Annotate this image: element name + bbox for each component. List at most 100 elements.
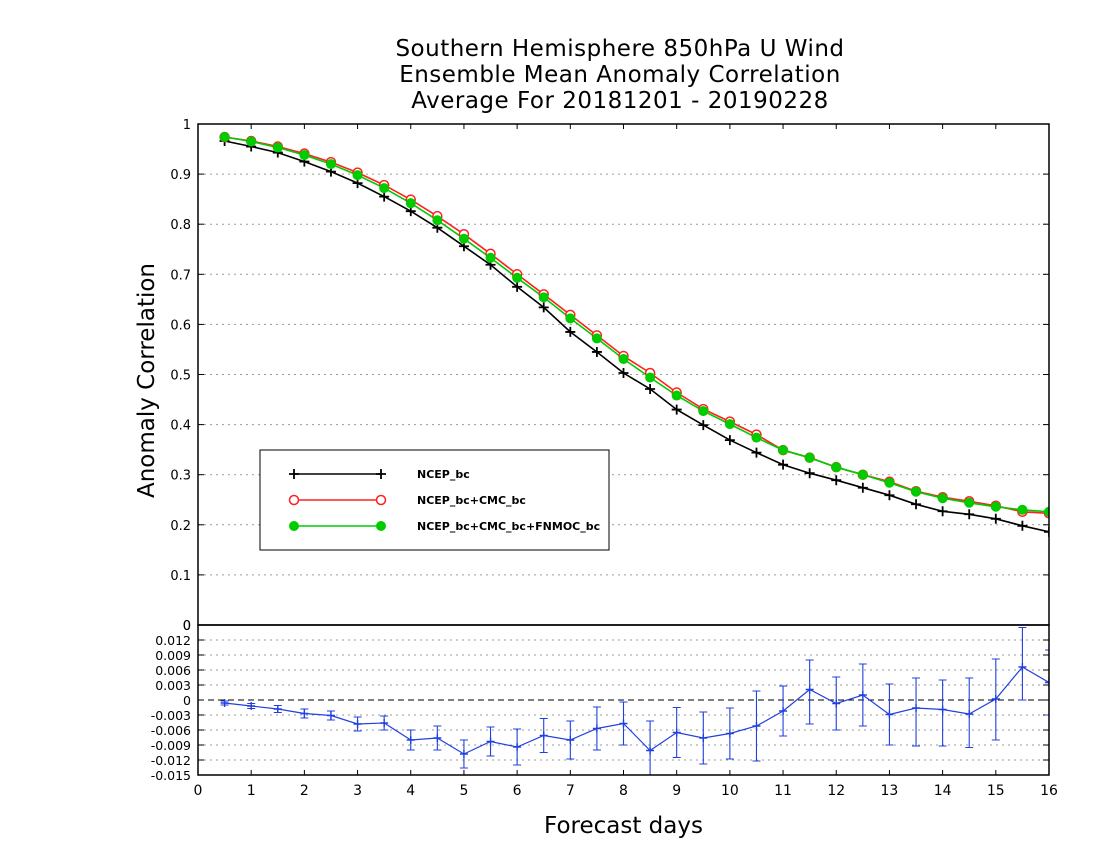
difference-point [912,704,921,712]
x-tick-label: 1 [247,783,256,799]
difference-point [991,695,1000,703]
series-0-point [778,459,789,470]
sub-y-tick-label: 0.003 [155,678,191,693]
x-tick-label: 14 [934,783,952,799]
difference-error-bar [1045,649,1049,716]
series-0-point [990,513,1001,524]
legend-marker-2 [289,521,299,531]
main-y-tick-label: 0.2 [170,519,191,534]
series-2-point [458,233,469,244]
sub-series-group [220,626,1049,775]
difference-point [725,729,734,738]
sub-y-tick-label: -0.012 [151,753,191,768]
difference-point [1045,678,1049,687]
series-2-point [751,432,762,443]
series-2-point [485,252,496,263]
series-line-0 [224,140,1049,533]
series-2-point [1044,506,1049,517]
x-tick-label: 10 [721,783,739,799]
difference-point [672,728,681,737]
difference-point [752,722,761,730]
x-tick-label: 7 [566,783,575,799]
main-y-tick-label: 0.4 [170,419,191,434]
series-2-point [538,292,549,303]
series-2-point [1017,504,1028,515]
series-0-point [857,482,868,493]
difference-point [539,731,548,740]
series-2-point [618,353,629,364]
series-2-point [884,477,895,488]
legend-marker-2 [376,521,386,531]
difference-point [353,720,362,728]
series-0-point [831,475,842,486]
series-2-point [246,136,257,147]
difference-point [406,736,415,744]
series-0-point [937,506,948,517]
series-2-point [911,486,922,497]
difference-point [486,737,495,746]
difference-point [832,699,841,708]
series-0-point [1017,520,1028,531]
difference-point [300,709,309,718]
legend-label-2: NCEP_bc+CMC_bc+FNMOC_bc [417,520,600,533]
main-y-tick-label: 0.7 [170,268,191,283]
difference-point [699,734,708,742]
sub-y-tick-label: -0.009 [151,738,191,753]
sub-y-tick-label: 0.009 [155,648,191,663]
difference-point [566,736,575,744]
series-0-point [724,435,735,446]
difference-point [592,724,601,733]
sub-y-tick-label: 0.012 [155,633,191,648]
x-tick-label: 6 [513,783,522,799]
series-2-point [857,469,868,480]
difference-point [619,719,628,728]
chart-title-line-1: Southern Hemisphere 850hPa U Wind [395,36,845,62]
series-2-point [272,142,283,153]
series-0-point [911,499,922,510]
series-0-point [645,384,656,395]
series-2-point [937,493,948,504]
series-0-point [565,326,576,337]
difference-point [938,705,947,714]
x-tick-label: 9 [672,783,681,799]
series-2-point [325,159,336,170]
main-y-tick-label: 0.1 [170,569,191,584]
sub-plot-frame [197,624,1050,776]
difference-point [326,711,335,720]
series-2-point [804,452,815,463]
main-y-tick-label: 0.6 [170,318,191,333]
series-0-point [618,367,629,378]
difference-point [965,710,974,718]
x-tick-label: 15 [987,783,1005,799]
sub-y-tick-label: -0.003 [151,708,191,723]
difference-point [805,685,814,694]
series-0-point [804,468,815,479]
series-2-point [379,183,390,194]
difference-point [220,699,229,707]
difference-point [1018,663,1027,671]
x-tick-label: 16 [1040,783,1058,799]
difference-point [858,691,867,699]
x-tick-label: 12 [827,783,845,799]
main-y-tick-label: 0.3 [170,469,191,484]
series-2-point [299,150,310,161]
difference-point [380,719,389,727]
legend-marker-1 [288,494,300,506]
x-tick-label: 4 [406,783,415,799]
difference-point [646,746,655,755]
series-2-point [565,313,576,324]
x-tick-label: 3 [353,783,362,799]
series-2-point [432,215,443,226]
legend-label-0: NCEP_bc [417,468,470,481]
series-0-point [591,346,602,357]
difference-point [513,743,522,751]
series-2-point [964,497,975,508]
main-y-tick-label: 0 [183,619,191,634]
series-2-point [405,198,416,209]
legend-label-1: NCEP_bc+CMC_bc [417,494,526,507]
sub-y-tick-label: -0.015 [151,768,191,783]
series-0-point [751,447,762,458]
series-2-point [512,272,523,283]
series-0-point [671,404,682,415]
x-tick-label: 11 [774,783,792,799]
